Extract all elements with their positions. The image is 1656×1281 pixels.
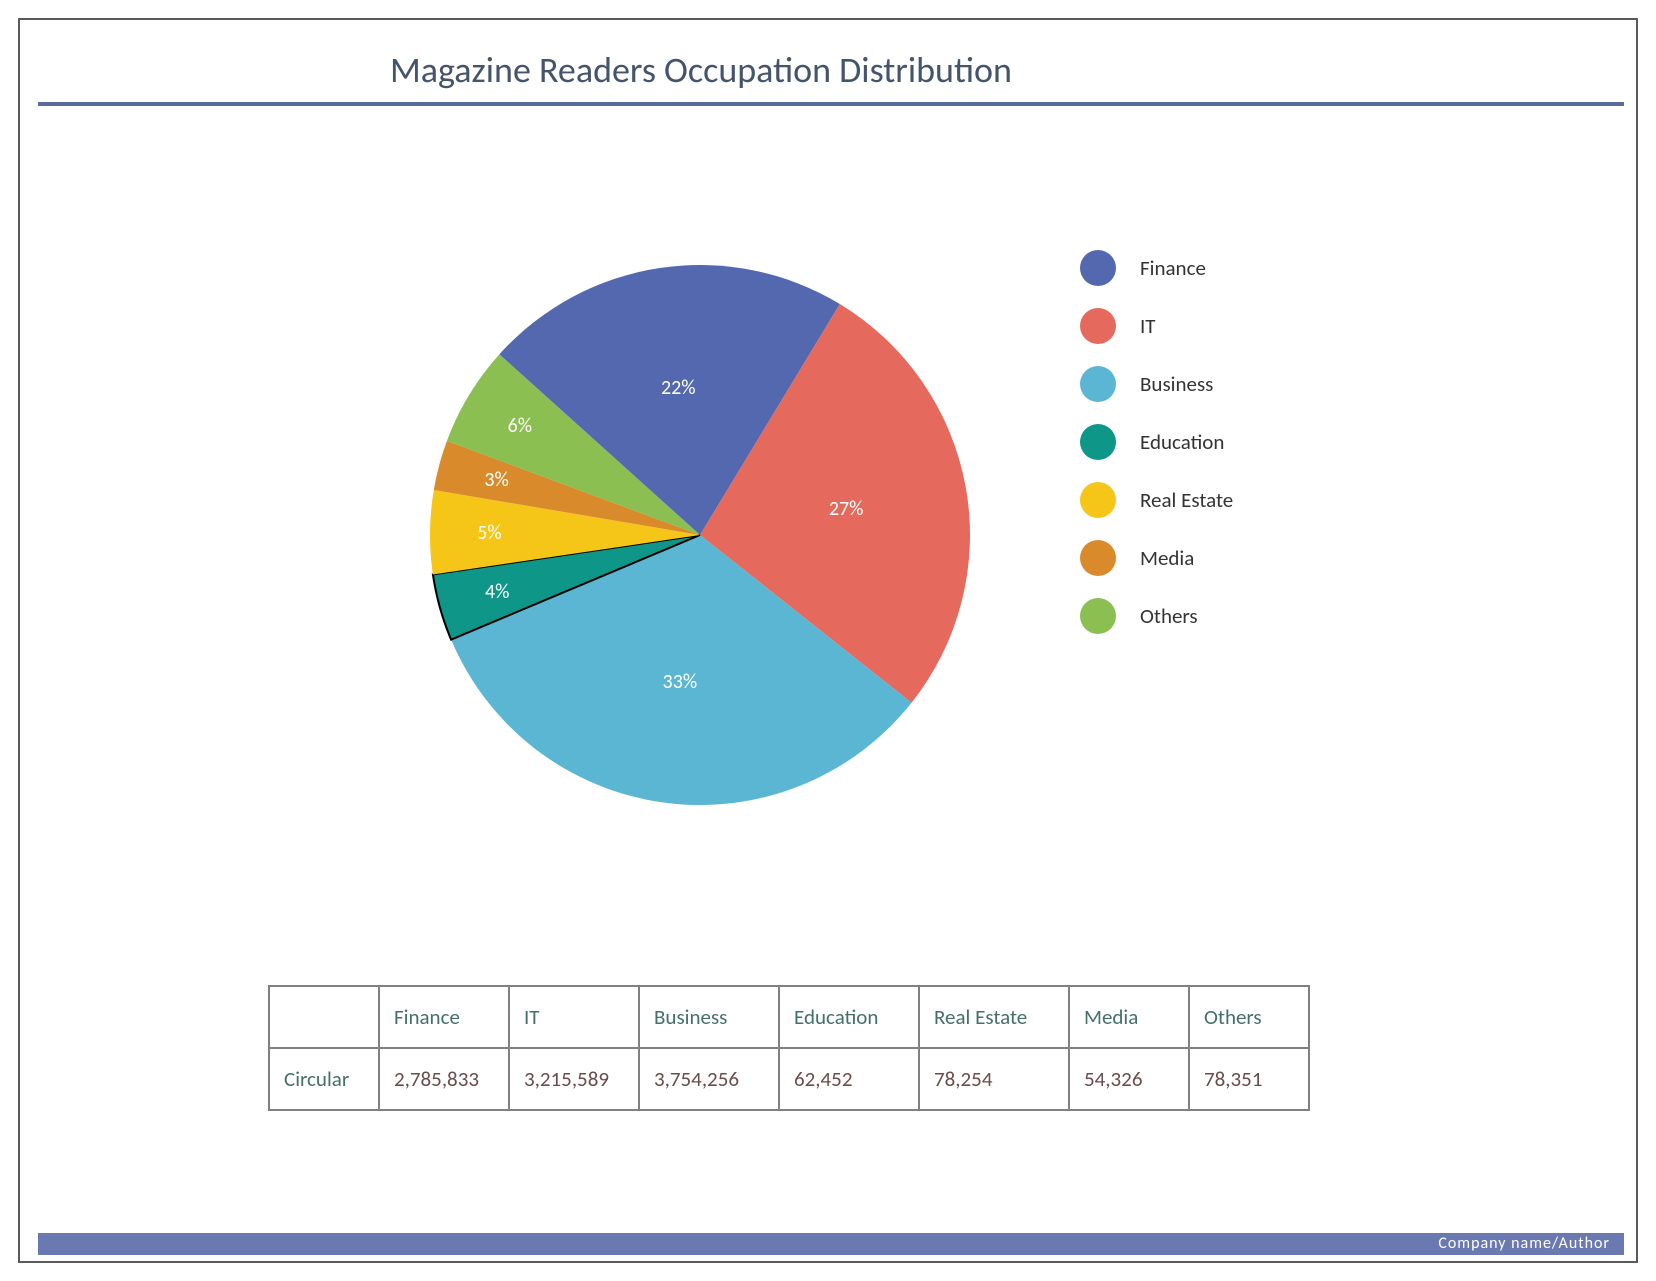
legend-item-others: Others — [1080, 598, 1320, 634]
footer-text: Company name/Author — [1438, 1234, 1610, 1253]
table-cell-media: 54,326 — [1069, 1048, 1189, 1110]
table-cell-it: 3,215,589 — [509, 1048, 639, 1110]
pie-label-business: 33% — [663, 670, 698, 694]
chart-title: Magazine Readers Occupation Distribution — [390, 48, 1012, 92]
legend-label: Education — [1140, 429, 1224, 455]
table-header-finance: Finance — [379, 986, 509, 1048]
legend-item-real-estate: Real Estate — [1080, 482, 1320, 518]
title-rule — [38, 102, 1624, 106]
legend-label: Real Estate — [1140, 487, 1233, 513]
legend-swatch — [1080, 598, 1116, 634]
pie-label-others: 6% — [508, 414, 532, 438]
legend-label: Finance — [1140, 255, 1206, 281]
legend-label: Business — [1140, 371, 1213, 397]
legend: Finance IT Business Education Real Estate Med… — [1080, 250, 1320, 656]
legend-swatch — [1080, 424, 1116, 460]
table-cell-education: 62,452 — [779, 1048, 919, 1110]
legend-item-it: IT — [1080, 308, 1320, 344]
page-frame: Magazine Readers Occupation Distribution… — [18, 18, 1638, 1263]
table-header-business: Business — [639, 986, 779, 1048]
table-cell-business: 3,754,256 — [639, 1048, 779, 1110]
pie-label-education: 4% — [485, 580, 509, 604]
table-header-blank — [269, 986, 379, 1048]
table-row: Circular2,785,8333,215,5893,754,25662,45… — [269, 1048, 1309, 1110]
table-header-media: Media — [1069, 986, 1189, 1048]
legend-swatch — [1080, 308, 1116, 344]
legend-item-business: Business — [1080, 366, 1320, 402]
chart-area: 22% 27% 33% 4% 5% 3% 6% Finance IT Business Educa… — [360, 220, 1340, 870]
legend-label: Media — [1140, 545, 1194, 571]
pie-label-media: 3% — [484, 468, 508, 492]
legend-swatch — [1080, 250, 1116, 286]
legend-label: Others — [1140, 603, 1198, 629]
legend-item-finance: Finance — [1080, 250, 1320, 286]
pie-label-finance: 22% — [661, 376, 696, 400]
legend-swatch — [1080, 366, 1116, 402]
pie-label-it: 27% — [829, 497, 864, 521]
footer-bar: Company name/Author — [38, 1233, 1624, 1255]
pie-chart: 22% 27% 33% 4% 5% 3% 6% — [430, 265, 970, 805]
table-cell-finance: 2,785,833 — [379, 1048, 509, 1110]
legend-item-education: Education — [1080, 424, 1320, 460]
table-header-education: Education — [779, 986, 919, 1048]
data-table: FinanceITBusinessEducationReal EstateMed… — [268, 985, 1310, 1111]
legend-swatch — [1080, 482, 1116, 518]
table-header-others: Others — [1189, 986, 1309, 1048]
legend-label: IT — [1140, 313, 1156, 339]
table-cell-real-estate: 78,254 — [919, 1048, 1069, 1110]
legend-swatch — [1080, 540, 1116, 576]
table-row-label: Circular — [269, 1048, 379, 1110]
pie-svg — [430, 265, 970, 805]
table-header-real-estate: Real Estate — [919, 986, 1069, 1048]
pie-label-real-estate: 5% — [477, 521, 501, 545]
table-header-row: FinanceITBusinessEducationReal EstateMed… — [269, 986, 1309, 1048]
legend-item-media: Media — [1080, 540, 1320, 576]
table-header-it: IT — [509, 986, 639, 1048]
table-cell-others: 78,351 — [1189, 1048, 1309, 1110]
